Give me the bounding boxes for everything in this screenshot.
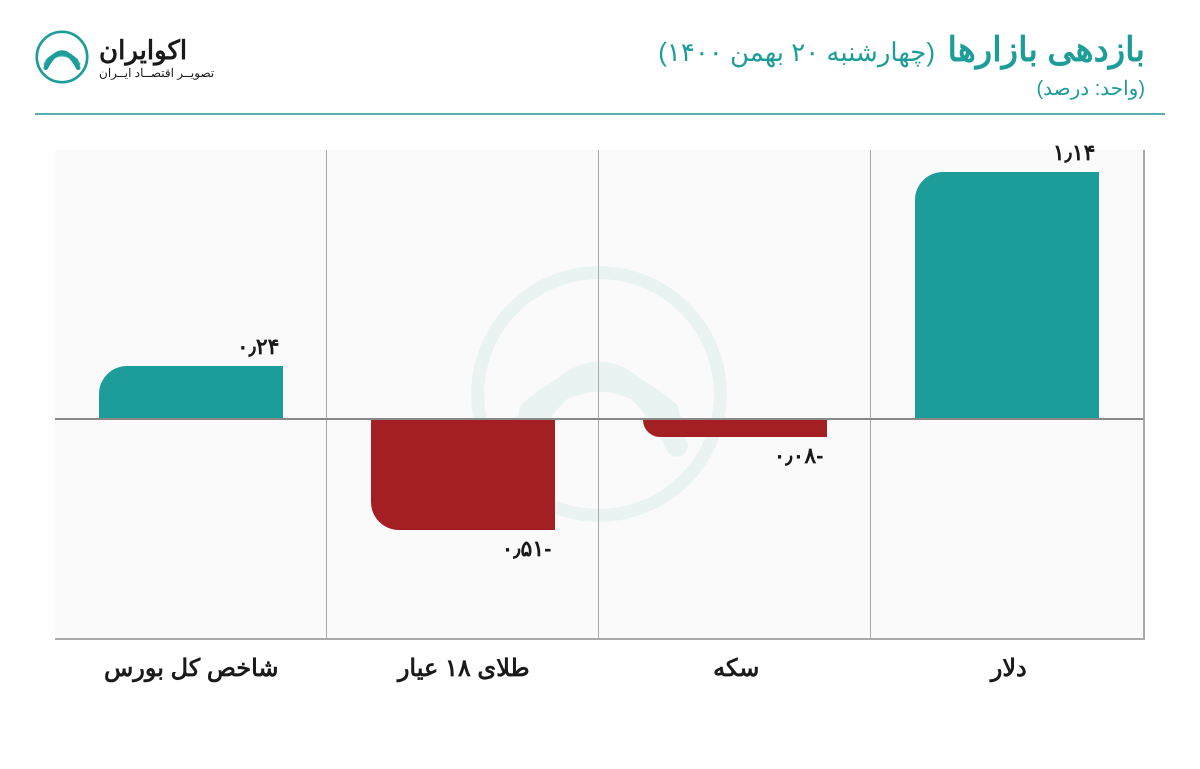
logo: اکوایران تصویــر اقتصــاد ایــران [35,30,214,84]
x-label: سکه [600,654,873,683]
header: بازدهی بازارها (چهارشنبه ۲۰ بهمن ۱۴۰۰) (… [0,0,1200,113]
plot-region: ۱٫۱۴ -۰٫۰۸ -۰٫۵۱ ۰٫۲۴ [55,150,1145,640]
chart-title: بازدهی بازارها [948,31,1146,69]
logo-name: اکوایران [99,35,214,66]
bar: ۱٫۱۴ [915,172,1100,418]
x-label: طلای ۱۸ عیار [328,654,601,683]
gridline [870,150,872,638]
bar-value-label: -۰٫۵۱ [502,536,552,562]
bar-value-label: ۱٫۱۴ [1053,140,1096,166]
bar: ۰٫۲۴ [99,366,284,418]
gridline [326,150,328,638]
header-divider [35,113,1165,115]
logo-icon [35,30,89,84]
bar-value-label: -۰٫۰۸ [774,443,824,469]
bar-value-label: ۰٫۲۴ [237,334,280,360]
x-label: دلار [873,654,1146,683]
gridline [598,150,600,638]
bar: -۰٫۰۸ [643,420,828,437]
x-axis-labels: دلارسکهطلای ۱۸ عیارشاخص کل بورس [55,654,1145,683]
logo-tagline: تصویــر اقتصــاد ایــران [99,66,214,80]
bar: -۰٫۵۱ [371,420,556,530]
chart-date: (چهارشنبه ۲۰ بهمن ۱۴۰۰) [658,37,935,67]
unit-label: (واحد: درصد) [658,76,1145,101]
title-block: بازدهی بازارها (چهارشنبه ۲۰ بهمن ۱۴۰۰) (… [658,30,1145,101]
chart-area: ۱٫۱۴ -۰٫۰۸ -۰٫۵۱ ۰٫۲۴ دلارسکهطلای ۱۸ عیارشا… [55,150,1145,690]
zero-line [55,418,1143,420]
x-label: شاخص کل بورس [55,654,328,683]
